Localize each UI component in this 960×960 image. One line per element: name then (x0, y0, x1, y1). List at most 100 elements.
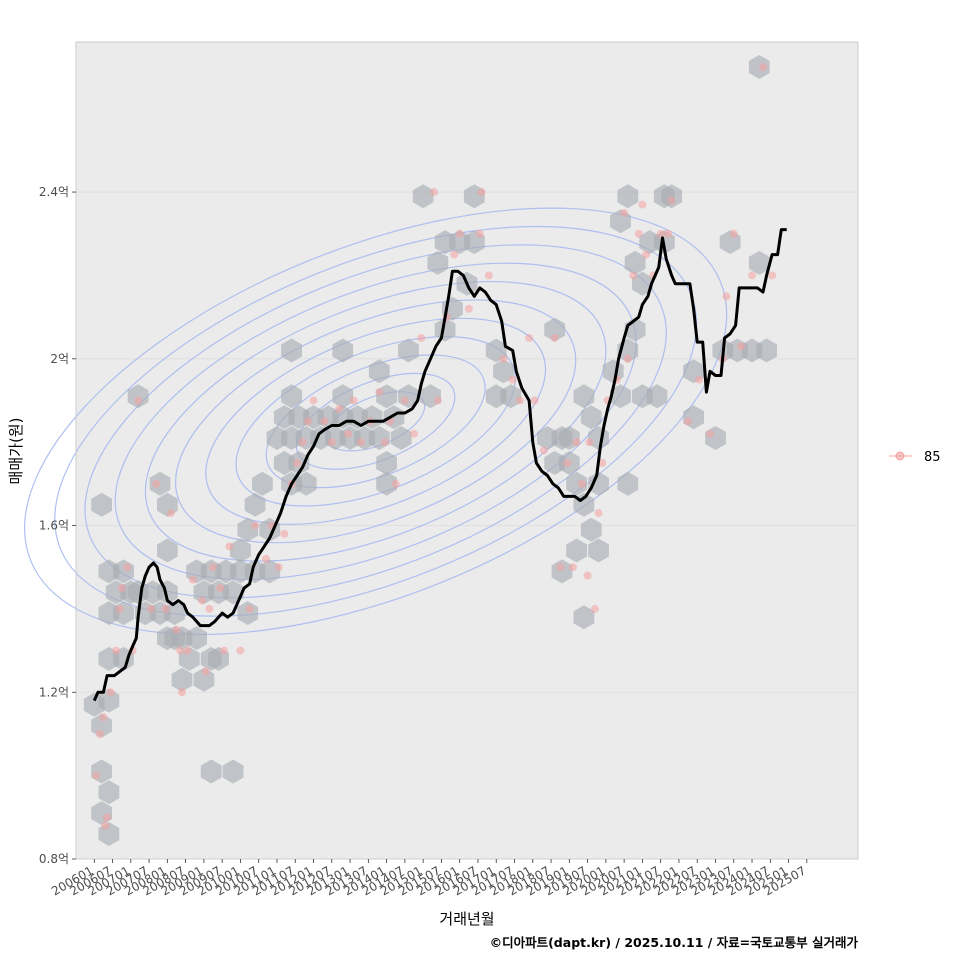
hexbin (566, 471, 587, 496)
hexbin-layer (83, 55, 777, 846)
data-point (201, 667, 210, 676)
hexbin (646, 384, 668, 409)
data-point (219, 646, 228, 655)
data-point (146, 604, 155, 613)
data-point (123, 563, 132, 572)
data-point (583, 571, 592, 580)
data-point (417, 333, 426, 342)
hexbin (624, 250, 646, 275)
data-point (572, 438, 581, 447)
legend: 85 (889, 450, 941, 465)
hexbin (178, 646, 200, 671)
data-point (642, 250, 651, 259)
data-point (117, 584, 126, 593)
data-point (578, 479, 587, 488)
hexbin (544, 317, 566, 342)
data-point (391, 479, 400, 488)
data-point (152, 479, 161, 488)
data-point (629, 271, 638, 280)
data-point (344, 429, 353, 438)
hexbin (580, 405, 602, 430)
data-point (304, 417, 313, 426)
data-point (684, 417, 693, 426)
hexbin (398, 338, 419, 363)
data-point (176, 646, 185, 655)
density-contour (144, 280, 607, 562)
data-point (95, 729, 104, 738)
hexbin (368, 359, 390, 384)
data-point (245, 604, 254, 613)
hexbin (573, 384, 595, 409)
hexbin (580, 517, 602, 542)
data-point (638, 200, 647, 209)
data-point (663, 229, 672, 238)
data-point (161, 604, 170, 613)
data-point (550, 333, 559, 342)
hexbin (756, 338, 777, 363)
hexbin (376, 451, 397, 475)
data-point (594, 509, 603, 518)
data-point (477, 188, 486, 197)
y-tick-label: 0.8억 (39, 852, 69, 866)
data-point (251, 521, 260, 530)
data-point (590, 604, 599, 613)
data-point (293, 459, 302, 468)
hexbin (295, 471, 317, 496)
data-point (499, 354, 508, 363)
data-point (262, 554, 271, 563)
x-axis-title: 거래년월 (439, 910, 494, 928)
data-point (508, 375, 517, 384)
y-tick-label: 1.6억 (39, 519, 69, 533)
data-point (375, 388, 384, 397)
hexbin (434, 317, 456, 342)
data-point (225, 542, 234, 551)
data-point (216, 584, 225, 593)
data-point (515, 396, 524, 405)
data-point (530, 396, 539, 405)
data-point (656, 229, 665, 238)
hexbin (610, 384, 631, 409)
data-point (706, 429, 715, 438)
data-point (236, 646, 245, 655)
data-point (198, 596, 207, 605)
data-point (205, 604, 214, 613)
data-point (167, 509, 176, 518)
hexbin (566, 538, 587, 563)
hexbin (259, 559, 281, 584)
data-point (620, 208, 629, 217)
hexbin (390, 426, 412, 450)
hexbin (573, 605, 595, 630)
hexbin (164, 601, 186, 626)
data-point (464, 304, 473, 313)
data-point (320, 417, 329, 426)
data-point (450, 250, 459, 259)
data-point (327, 438, 336, 447)
hexbin (493, 359, 514, 384)
hexbin (98, 780, 120, 805)
legend-key-point (895, 451, 905, 461)
y-axis: 0.8억 1.2억 1.6억 2억 2.4억 (39, 185, 76, 866)
data-point (667, 196, 676, 205)
hexbin (617, 184, 639, 209)
legend-label: 85 (924, 450, 941, 465)
data-point (92, 771, 101, 780)
data-point (585, 438, 594, 447)
hexbin (91, 492, 112, 517)
hexbin (617, 471, 639, 496)
hexbin (171, 667, 193, 692)
data-point (475, 229, 484, 238)
hexbin (427, 250, 449, 275)
hexbin (748, 250, 770, 275)
hexbin (200, 759, 222, 784)
data-point (634, 229, 643, 238)
hexbin (91, 713, 112, 738)
data-point (183, 646, 192, 655)
hexbin (127, 384, 149, 409)
hexbin (500, 384, 522, 409)
hexbin (186, 626, 207, 651)
hexbin (412, 184, 434, 209)
data-point (695, 375, 704, 384)
hexbin (376, 471, 397, 496)
data-point (115, 604, 124, 613)
density-contour (24, 207, 728, 636)
